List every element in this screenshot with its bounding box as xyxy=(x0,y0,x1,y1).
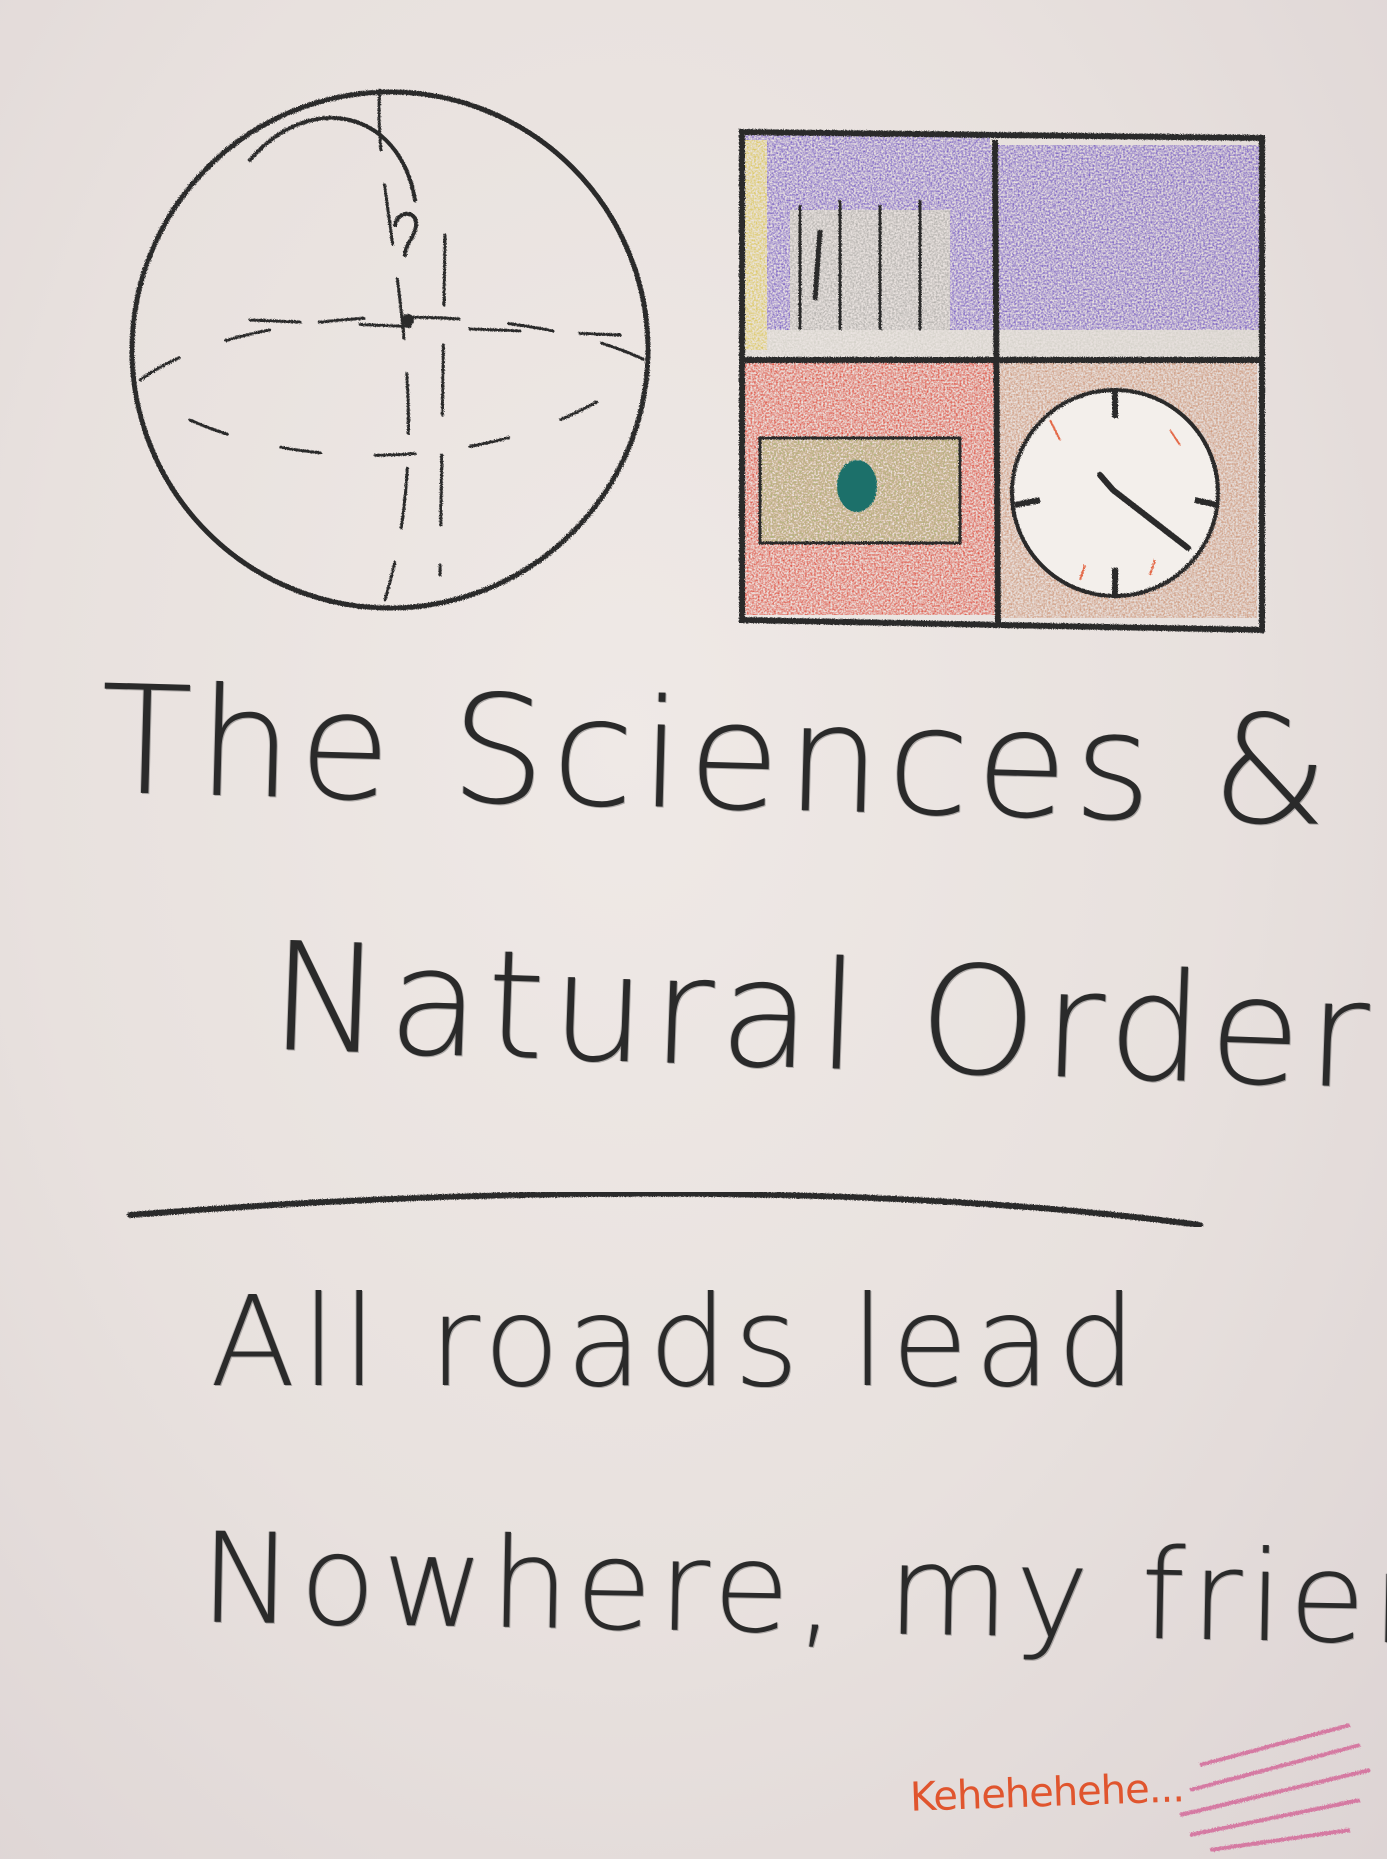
motto-line-2: Nowhere, my friends... xyxy=(198,1506,1387,1679)
title-line-1: The Sciences & xyxy=(97,653,1338,861)
crosshair-vertical xyxy=(438,233,447,577)
crosshair-center xyxy=(402,314,414,326)
four-panel-picture xyxy=(739,128,1265,634)
question-mark xyxy=(393,211,419,257)
bookshelf-icon xyxy=(798,200,922,330)
motto-line-1: All roads lead xyxy=(210,1270,1143,1415)
globe-arc xyxy=(248,115,417,202)
globe-lower-arc xyxy=(188,398,602,457)
title-underline xyxy=(127,1190,1203,1228)
globe-meridian xyxy=(377,88,411,602)
globe-outline xyxy=(129,89,651,611)
pink-scribble xyxy=(1179,1723,1371,1852)
clock-icon xyxy=(1010,388,1220,598)
panel-strip-fill xyxy=(740,330,1260,360)
panel-top-right-fill xyxy=(990,145,1260,345)
signature: Kehehehehe... xyxy=(909,1765,1185,1821)
crosshair-horizontal xyxy=(248,318,622,337)
panel-frame xyxy=(739,128,1265,634)
crosshair-globe-icon xyxy=(129,88,651,611)
bookshelf-books xyxy=(790,210,950,330)
banknote-dot xyxy=(837,460,877,512)
bookshelf-yellow-book xyxy=(745,140,767,350)
